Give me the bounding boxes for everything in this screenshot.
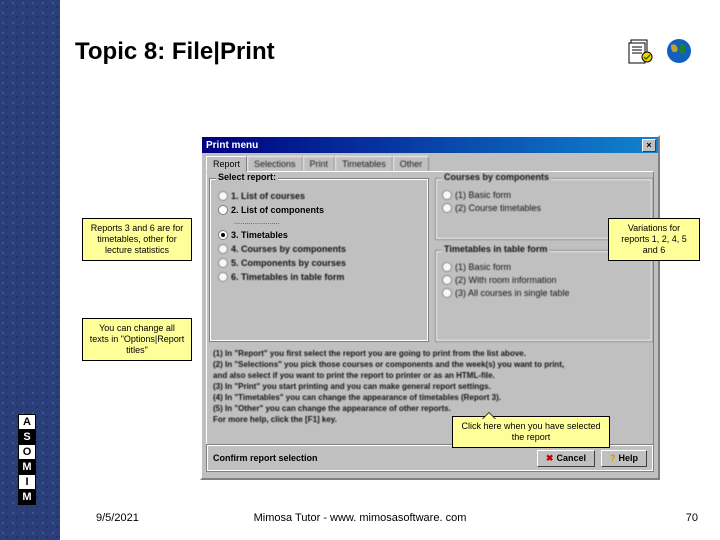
radio-icon: [442, 190, 452, 200]
group-label: Timetables in table form: [442, 244, 549, 254]
instruction-line: (3) In "Print" you start printing and yo…: [213, 381, 653, 392]
group-label: Courses by components: [442, 172, 551, 182]
mimosa-logo: M I M O S A: [18, 415, 36, 505]
slide-title: Topic 8: File|Print: [75, 38, 275, 66]
radio-icon: [218, 258, 228, 268]
option-label: (1) Basic form: [455, 262, 511, 272]
report-sublabel: ......................: [234, 217, 418, 226]
tab-label: Timetables: [342, 159, 386, 169]
help-button[interactable]: ? Help: [601, 450, 647, 467]
document-icon: [626, 36, 656, 66]
report-label: 4. Courses by components: [231, 244, 346, 254]
report-list: 1. List of courses 2. List of components…: [218, 187, 418, 286]
instruction-line: (5) In "Other" you can change the appear…: [213, 403, 653, 414]
speech-click-here: Click here when you have selected the re…: [452, 416, 610, 448]
radio-icon: [442, 288, 452, 298]
logo-letter: O: [18, 444, 36, 460]
footer-page: 70: [686, 512, 698, 524]
radio-icon: [218, 230, 228, 240]
tab-other[interactable]: Other: [393, 156, 430, 171]
instruction-line: (1) In "Report" you first select the rep…: [213, 348, 653, 359]
cancel-button[interactable]: ✖ Cancel: [537, 450, 595, 467]
logo-letter: S: [18, 429, 36, 445]
tab-label: Print: [310, 159, 329, 169]
button-label: Cancel: [556, 453, 586, 463]
globe-icon: [664, 36, 694, 66]
confirm-label: Confirm report selection: [213, 453, 318, 463]
logo-letter: A: [18, 414, 36, 430]
table-option-1[interactable]: (1) Basic form: [442, 262, 646, 272]
callout-text: Reports 3 and 6 are for timetables, othe…: [91, 223, 184, 255]
report-option-5[interactable]: 5. Components by courses: [218, 258, 418, 268]
radio-icon: [218, 244, 228, 254]
comp-option-1[interactable]: (1) Basic form: [442, 190, 646, 200]
footer-center: Mimosa Tutor - www. mimosasoftware. com: [0, 512, 720, 524]
tab-label: Other: [400, 159, 423, 169]
callout-variations: Variations for reports 1, 2, 4, 5 and 6: [608, 218, 700, 261]
logo-letter: M: [18, 489, 36, 505]
radio-icon: [442, 203, 452, 213]
dialog-tabs: Report Selections Print Timetables Other: [202, 153, 658, 171]
callout-reports-3-6: Reports 3 and 6 are for timetables, othe…: [82, 218, 192, 261]
option-label: (1) Basic form: [455, 190, 511, 200]
dialog-title: Print menu: [206, 140, 258, 151]
report-label: 3. Timetables: [231, 230, 288, 240]
dialog-button-row: Confirm report selection ✖ Cancel ? Help: [206, 444, 654, 472]
comp-option-2[interactable]: (2) Course timetables: [442, 203, 646, 213]
callout-text: You can change all texts in "Options|Rep…: [90, 323, 185, 355]
tab-report[interactable]: Report: [206, 156, 247, 172]
instructions-text: (1) In "Report" you first select the rep…: [213, 348, 653, 425]
report-option-1[interactable]: 1. List of courses: [218, 191, 418, 201]
table-option-3[interactable]: (3) All courses in single table: [442, 288, 646, 298]
radio-icon: [442, 275, 452, 285]
logo-letter: M: [18, 459, 36, 475]
report-label: 2. List of components: [231, 205, 324, 215]
close-icon[interactable]: ×: [642, 139, 656, 152]
report-option-6[interactable]: 6. Timetables in table form: [218, 272, 418, 282]
button-label: Help: [618, 453, 638, 463]
tab-print[interactable]: Print: [303, 156, 336, 171]
cancel-icon: ✖: [546, 453, 554, 464]
tab-label: Report: [213, 159, 240, 169]
tab-label: Selections: [254, 159, 296, 169]
report-label: 5. Components by courses: [231, 258, 346, 268]
table-option-2[interactable]: (2) With room information: [442, 275, 646, 285]
option-label: (3) All courses in single table: [455, 288, 570, 298]
radio-icon: [442, 262, 452, 272]
instruction-line: (2) In "Selections" you pick those cours…: [213, 359, 653, 370]
group-timetables-table: Timetables in table form (1) Basic form …: [435, 250, 653, 342]
callout-text: Variations for reports 1, 2, 4, 5 and 6: [621, 223, 687, 255]
radio-icon: [218, 205, 228, 215]
instruction-line: (4) In "Timetables" you can change the a…: [213, 392, 653, 403]
callout-change-texts: You can change all texts in "Options|Rep…: [82, 318, 192, 361]
group-select-report: Select report: 1. List of courses 2. Lis…: [209, 178, 429, 342]
dialog-titlebar: Print menu ×: [202, 137, 658, 153]
report-option-3[interactable]: 3. Timetables: [218, 230, 418, 240]
report-option-4[interactable]: 4. Courses by components: [218, 244, 418, 254]
report-label: 6. Timetables in table form: [231, 272, 344, 282]
logo-letter: I: [18, 474, 36, 490]
group-label: Select report:: [216, 172, 278, 182]
callout-text: Click here when you have selected the re…: [461, 421, 600, 442]
option-label: (2) Course timetables: [455, 203, 541, 213]
help-icon: ?: [610, 453, 616, 463]
tab-selections[interactable]: Selections: [247, 156, 303, 171]
instruction-line: and also select if you want to print the…: [213, 370, 653, 381]
tab-body: Select report: 1. List of courses 2. Lis…: [206, 171, 654, 445]
report-label: 1. List of courses: [231, 191, 305, 201]
tab-timetables[interactable]: Timetables: [335, 156, 393, 171]
radio-icon: [218, 191, 228, 201]
radio-icon: [218, 272, 228, 282]
header-icons: [626, 36, 694, 66]
report-option-2[interactable]: 2. List of components: [218, 205, 418, 215]
option-label: (2) With room information: [455, 275, 557, 285]
